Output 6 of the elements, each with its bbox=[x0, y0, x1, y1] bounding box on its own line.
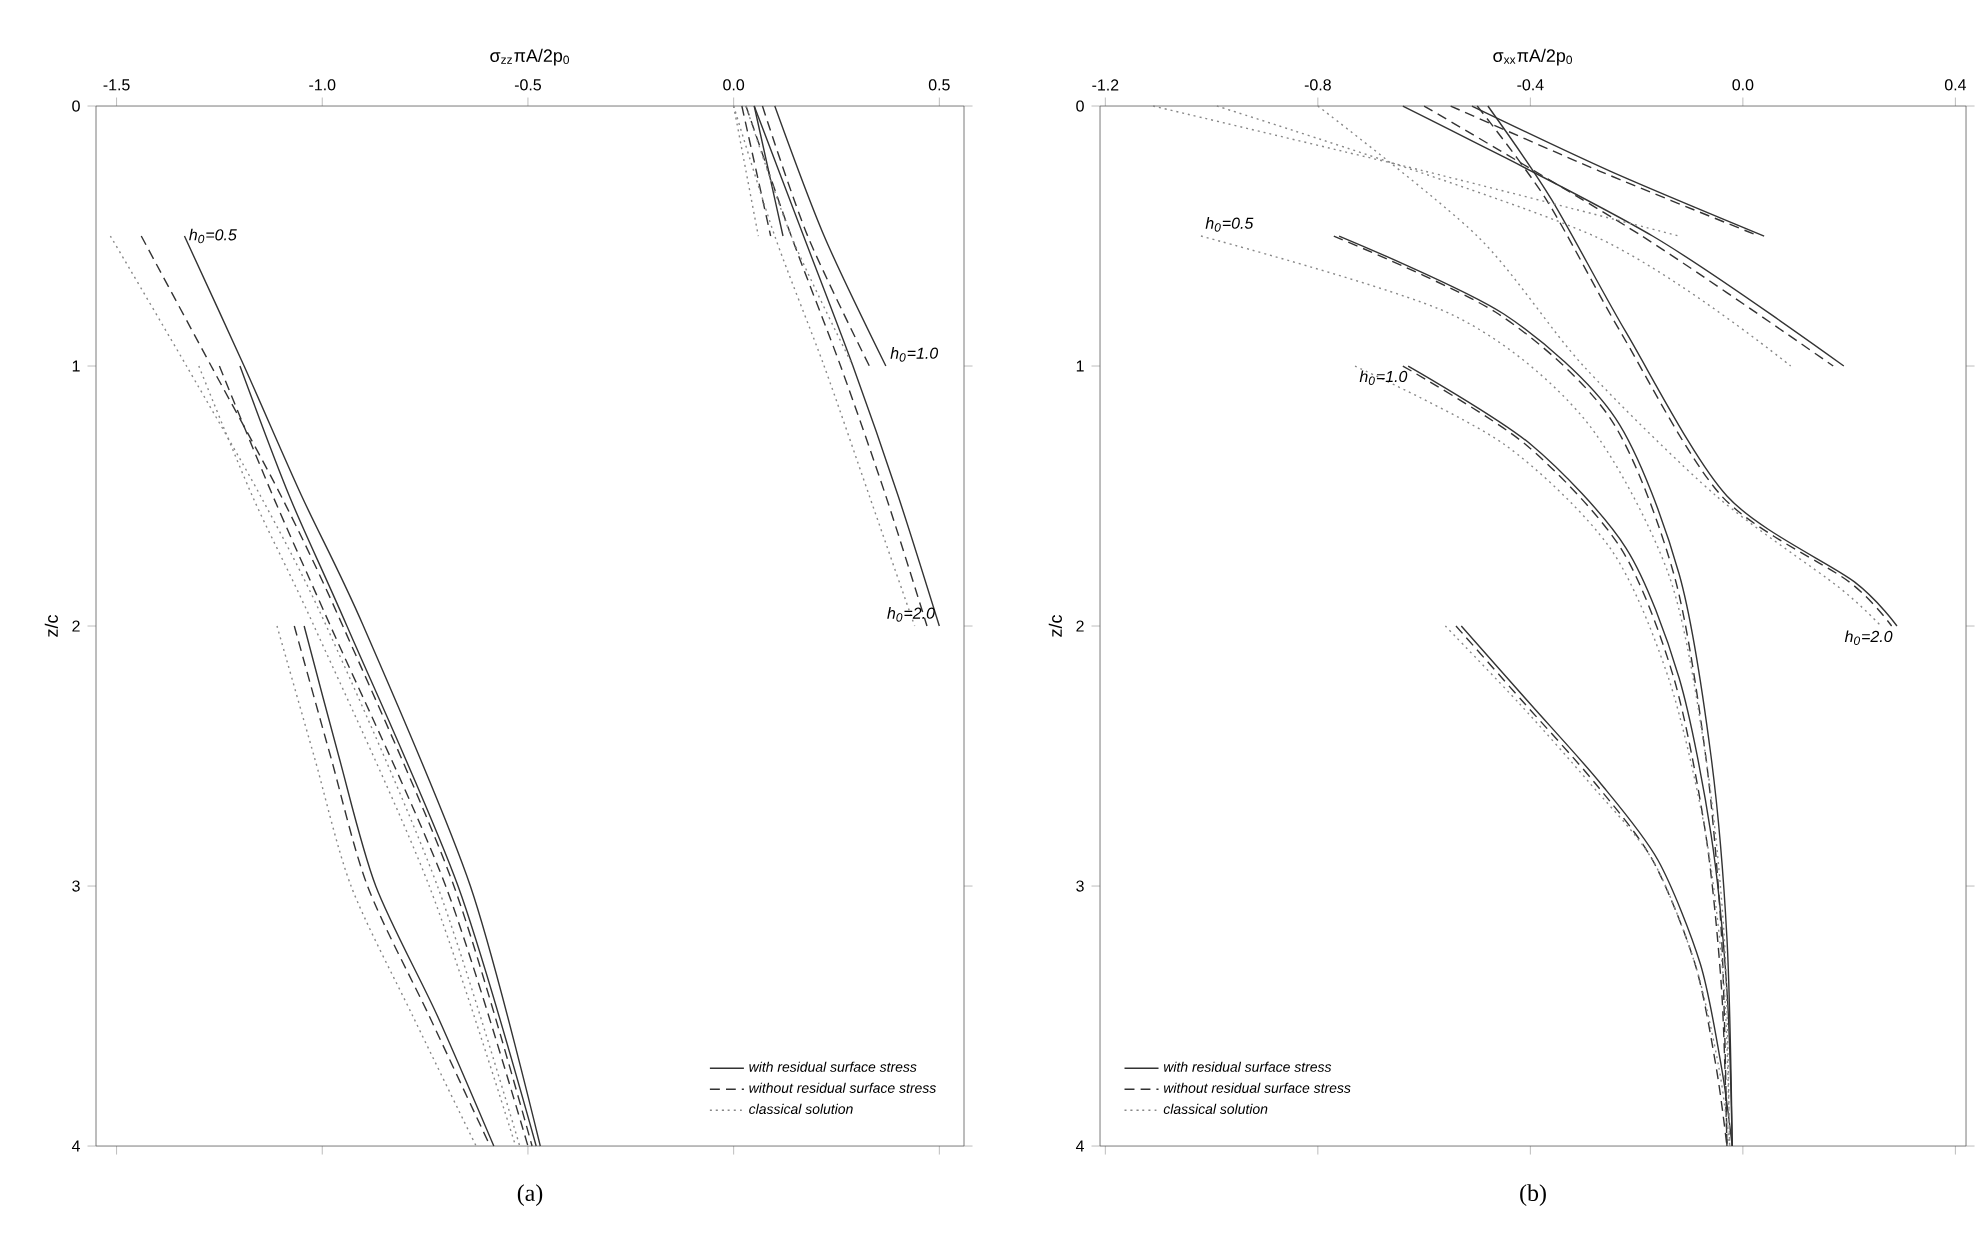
x-axis-title: σ$_{xx}$πA/2p$_{0}$ bbox=[1493, 48, 1573, 66]
y-axis-title: z/c bbox=[44, 615, 58, 637]
text: (a) bbox=[517, 1184, 543, 1206]
y-axis-title: z/c bbox=[1048, 615, 1062, 637]
x-axis-title: σ$_{zz}$πA/2p$_{0}$ bbox=[490, 48, 570, 66]
text: (b) bbox=[1520, 1184, 1546, 1206]
